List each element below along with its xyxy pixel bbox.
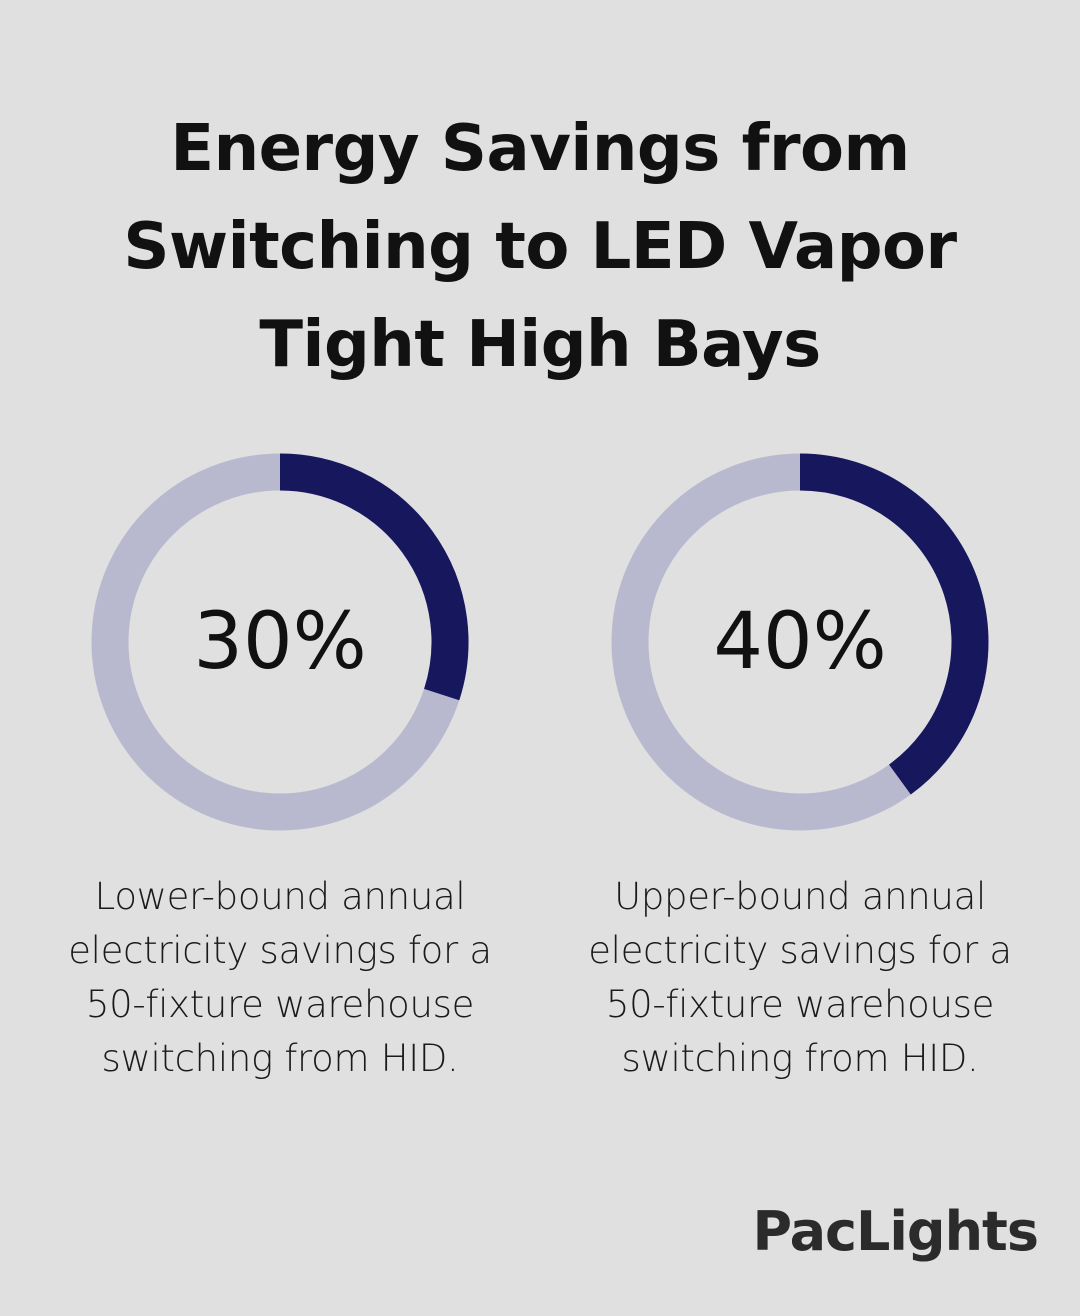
donut-svg-1: 30%	[91, 453, 469, 831]
brand-logo: PacLights	[752, 1200, 1039, 1263]
donut-chart-lower-bound: 30%	[91, 453, 469, 831]
donut-chart-upper-bound: 40%	[611, 453, 989, 831]
donut-value-arc	[799, 453, 989, 795]
donut-value-label: 30%	[193, 597, 366, 687]
description-upper-bound: Upper-bound annual electricity savings f…	[588, 875, 1012, 1080]
description-lower-bound: Lower-bound annual electricity savings f…	[68, 875, 492, 1080]
donut-svg-2: 40%	[611, 453, 989, 831]
page-title: Energy Savings from Switching to LED Vap…	[123, 112, 957, 382]
donut-value-label: 40%	[713, 597, 886, 687]
donut-value-arc	[279, 453, 469, 701]
